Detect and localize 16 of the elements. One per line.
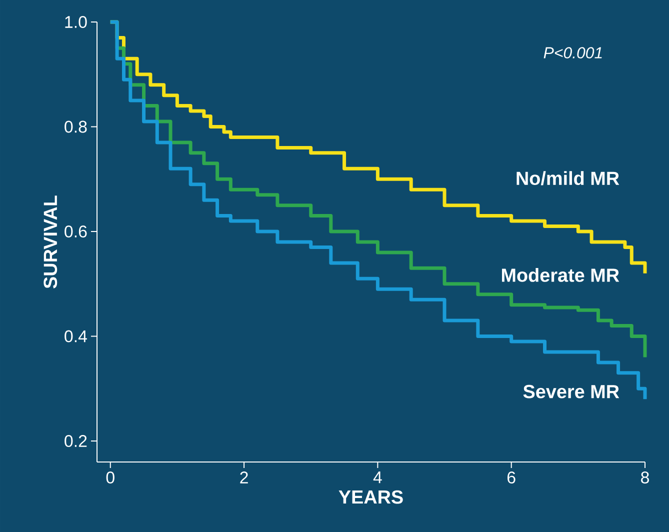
series-label: Severe MR (523, 384, 620, 398)
y-tick-label: 1.0 (65, 16, 87, 28)
x-tick-label: 6 (507, 472, 516, 484)
x-tick-label: 8 (641, 472, 649, 484)
series-label: No/mild MR (516, 171, 620, 186)
x-tick-label: 2 (240, 472, 248, 484)
annotation: P<0.001 (544, 47, 602, 58)
x-tick-label: 0 (106, 472, 114, 484)
x-axis-title: YEARS (338, 490, 403, 504)
y-tick-label: 0.6 (64, 226, 87, 238)
y-axis-title: SURVIVAL (44, 196, 58, 288)
y-tick-label: 0.4 (64, 330, 87, 342)
y-tick-label: 0.2 (64, 435, 87, 448)
x-tick-label: 4 (373, 472, 382, 484)
y-tick-label: 0.8 (64, 120, 87, 133)
series-label: Moderate MR (502, 268, 620, 282)
